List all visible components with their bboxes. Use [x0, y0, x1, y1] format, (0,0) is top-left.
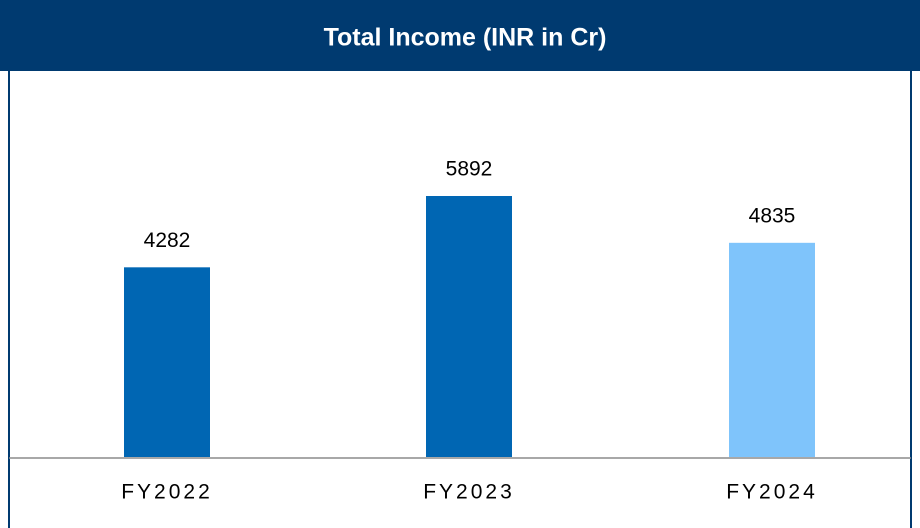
bar	[426, 196, 512, 457]
bar	[124, 267, 210, 457]
chart-title: Total Income (INR in Cr)	[324, 24, 607, 52]
x-tick-label: FY2022	[121, 481, 213, 504]
value-label: 4282	[144, 229, 191, 252]
x-tick-label: FY2024	[726, 481, 818, 504]
title-band	[0, 0, 920, 71]
bar	[729, 242, 815, 457]
value-label: 4835	[749, 204, 796, 227]
x-tick-label: FY2023	[423, 481, 515, 504]
value-label: 5892	[446, 158, 493, 181]
